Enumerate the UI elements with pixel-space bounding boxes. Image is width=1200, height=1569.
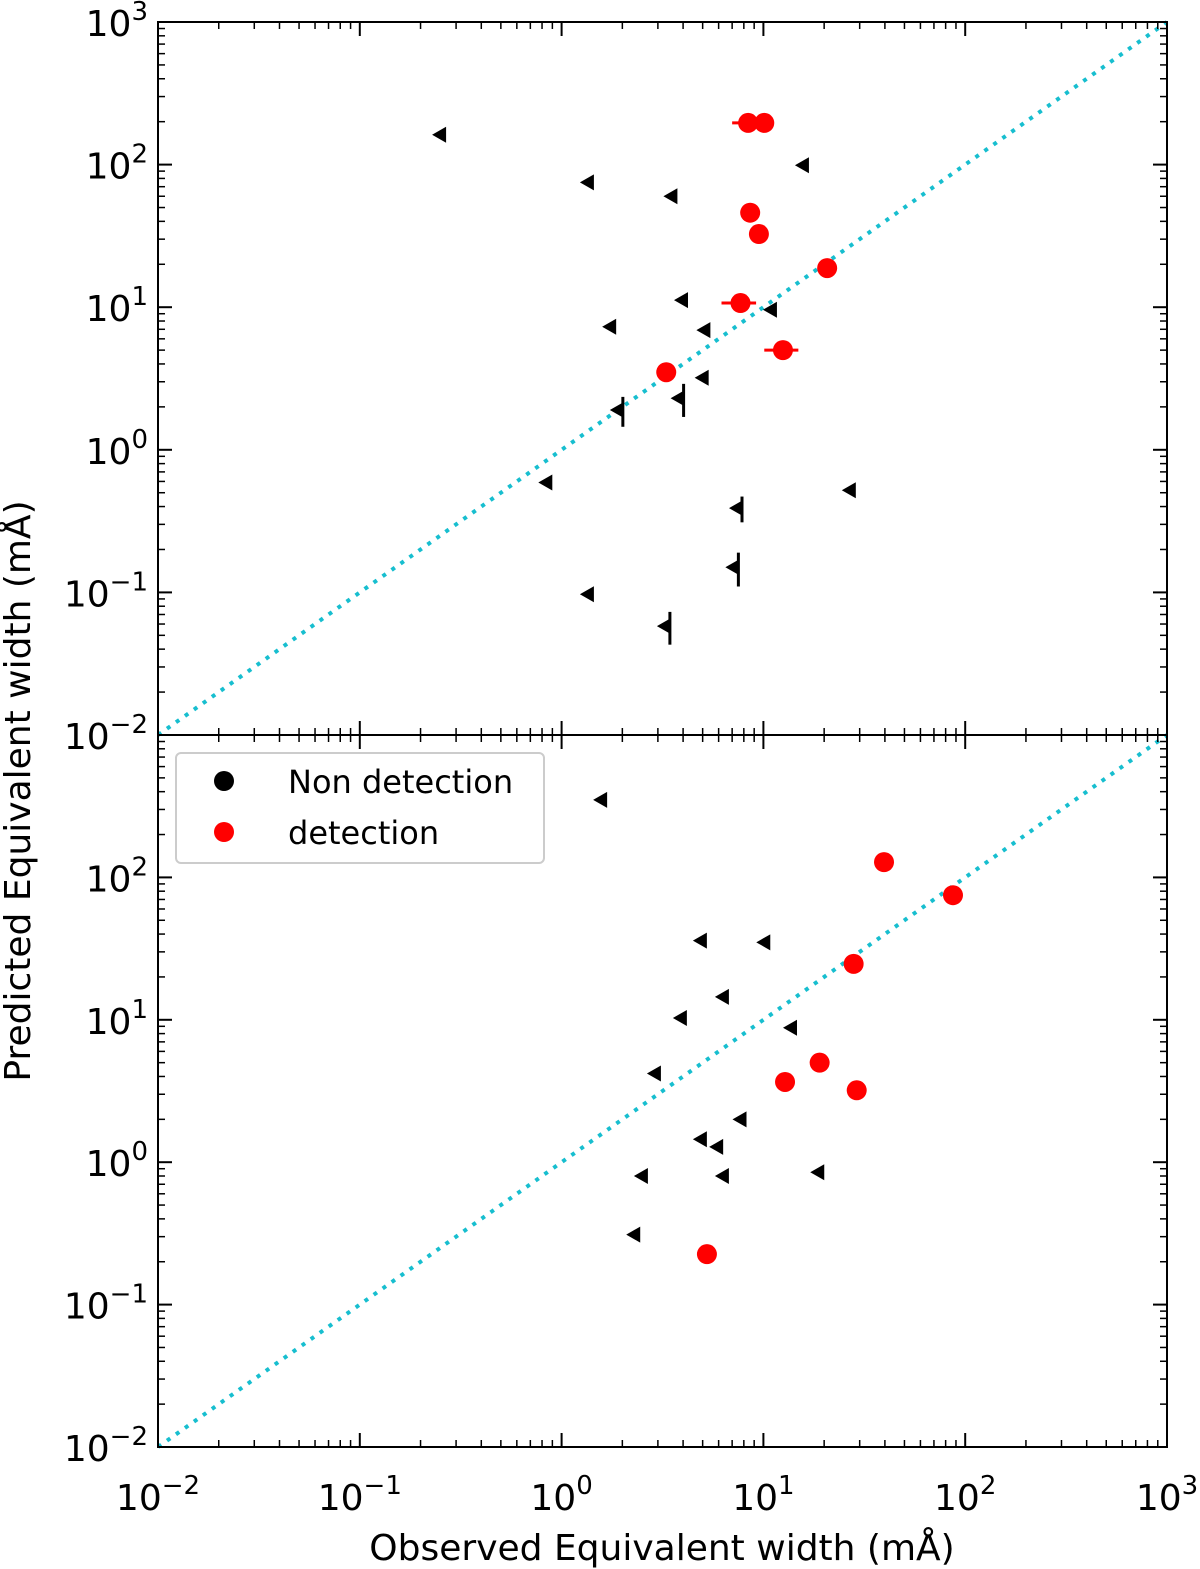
y-tick-label: 100 [86,425,148,473]
series-non-detection [593,791,825,1243]
upper-limit-point [756,934,771,951]
detection-point [817,258,838,279]
legend-label-detection: detection [288,814,439,852]
x-tick-label: 102 [934,1471,996,1519]
legend-box [175,752,545,864]
upper-limit-point [729,500,744,517]
y-tick-label: 10−1 [64,1280,148,1328]
x-tick-label: 101 [732,1471,794,1519]
upper-limit-point [714,1168,729,1184]
x-tick-label: 100 [530,1471,592,1519]
upper-limit-point [841,482,856,499]
upper-limit-point [646,1065,661,1082]
upper-limit-point [579,586,594,603]
upper-limit-point [579,174,594,191]
detection-point [656,362,677,383]
upper-limit-point [673,292,688,309]
x-tick-label: 103 [1136,1471,1198,1519]
detection-point [942,885,963,906]
detection-point [748,224,769,245]
legend-label-non-detection: Non detection [288,763,513,801]
upper-limit-point [732,1111,747,1128]
upper-limit-point [663,188,678,205]
y-axis-label: Predicted Equivalent width (mÅ) [0,500,39,1081]
legend-marker-non-detection [214,771,234,791]
x-tick-label: 10−1 [318,1471,402,1519]
y-tick-label: 10−2 [64,1422,148,1470]
detection-point [772,340,793,361]
upper-limit-point [782,1019,797,1036]
upper-limit-point [709,1138,724,1155]
panel-bottom: 10−210−2 10−1 10−1 100 100 101 101 102 102 103 [64,733,1198,1519]
upper-limit-point [656,618,671,635]
series-detection [696,852,963,1265]
upper-limit-point [672,1009,687,1026]
upper-limit-point [633,1168,648,1184]
detection-point [730,293,751,314]
y-tick-label: 102 [86,852,148,900]
upper-limit-point [694,369,709,386]
detection-point [738,112,759,133]
upper-limit-point [538,474,553,491]
upper-limit-point [626,1226,641,1243]
upper-limit-point [432,126,447,143]
y-tick-label: 103 [86,0,148,45]
one-to-one-line [156,733,1169,1449]
x-tick-label: 10−2 [116,1471,200,1519]
upper-limit-point [794,157,809,174]
y-tick-label: 101 [86,995,148,1043]
detection-point [696,1244,717,1265]
detection-point [874,852,895,873]
detection-point [740,202,761,223]
upper-limit-point [762,301,777,318]
y-tick-label: 101 [86,282,148,330]
series-non-detection [432,126,856,645]
x-axis-label: Observed Equivalent width (mÅ) [369,1526,954,1569]
ticks [157,21,1168,736]
y-tick-label: 100 [86,1137,148,1185]
upper-limit-point [810,1164,825,1181]
upper-limit-point [696,322,711,339]
upper-limit-point [714,988,729,1005]
plot-frame [157,734,1168,1448]
detection-point [809,1052,830,1073]
detection-point [846,1080,867,1101]
detection-point [754,112,775,133]
legend-marker-detection [214,822,234,842]
upper-limit-point [609,402,624,419]
upper-limit-point [670,390,685,407]
y-tick-label: 10−2 [64,710,148,758]
legend: Non detection detection [175,752,545,864]
upper-limit-point [725,559,740,576]
panel-top: 10−2 10−1 100 101 102 103 [64,0,1169,758]
upper-limit-point [593,791,608,808]
series-detection [656,112,838,383]
detection-point [843,953,864,974]
y-tick-label: 102 [86,140,148,188]
upper-limit-point [692,932,707,949]
upper-limit-point [602,318,617,335]
upper-limit-point [692,1131,707,1148]
detection-point [775,1071,796,1092]
y-tick-label: 10−1 [64,567,148,615]
